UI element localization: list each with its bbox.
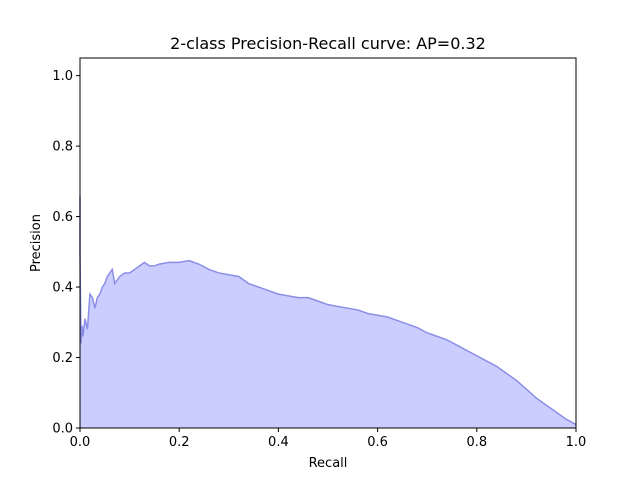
pr-area-fill <box>80 195 576 428</box>
y-tick-label: 0.6 <box>52 210 73 225</box>
chart-title: 2-class Precision-Recall curve: AP=0.32 <box>170 34 486 53</box>
y-tick-label: 0.2 <box>52 351 73 366</box>
x-tick-label: 0.0 <box>70 435 91 450</box>
y-axis: 0.0 0.2 0.4 0.6 0.8 1.0 <box>52 69 80 437</box>
y-axis-label: Precision <box>29 214 44 272</box>
pr-curve-line <box>79 195 577 426</box>
plot-area <box>79 195 577 428</box>
x-tick-label: 1.0 <box>566 435 587 450</box>
x-axis-label: Recall <box>309 456 348 471</box>
y-tick-label: 0.8 <box>52 140 73 155</box>
x-tick-label: 0.4 <box>268 435 289 450</box>
y-tick-label: 1.0 <box>52 69 73 84</box>
x-tick-label: 0.6 <box>367 435 388 450</box>
plot-frame <box>79 57 577 429</box>
x-tick-label: 0.2 <box>169 435 190 450</box>
y-tick-label: 0.4 <box>52 281 73 296</box>
x-axis: 0.0 0.2 0.4 0.6 0.8 1.0 <box>70 428 587 450</box>
x-tick-label: 0.8 <box>466 435 487 450</box>
y-tick-label: 0.0 <box>52 422 73 437</box>
